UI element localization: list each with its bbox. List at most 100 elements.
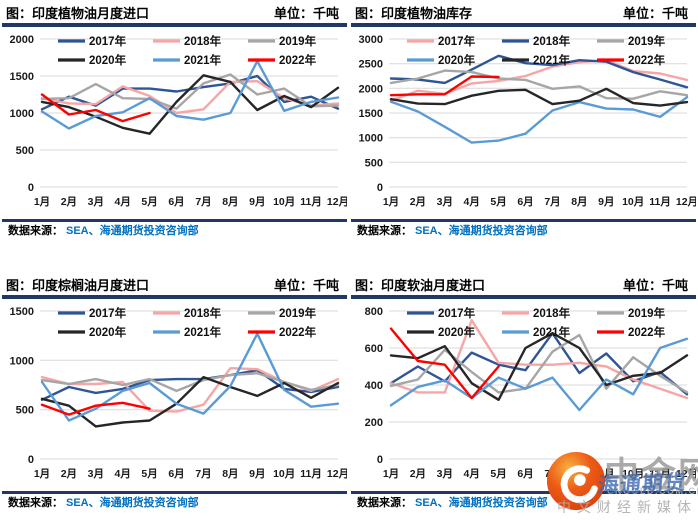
line-chart-soft-oil-imports: 0 200 400 600 800 1月 2月 3月 4月 5月 6月 7月 8月 9月 10月 11月 12月… xyxy=(365,306,696,480)
svg-text:9月: 9月 xyxy=(249,468,265,480)
unit-label: 单位：千吨 xyxy=(273,278,339,293)
svg-text:12月: 12月 xyxy=(676,196,696,208)
source-divider xyxy=(2,491,347,494)
panel-header: 图：印度植物油库存 单位：千吨 xyxy=(349,2,698,22)
source-prefix: 数据来源： xyxy=(357,225,412,237)
source-row: 数据来源： SEA、海通期货投资咨询部 xyxy=(349,222,698,239)
title-divider xyxy=(351,295,696,299)
svg-text:6月: 6月 xyxy=(168,468,184,480)
svg-text:1月: 1月 xyxy=(34,468,50,480)
svg-text:7月: 7月 xyxy=(195,196,211,208)
source-text: SEA、海通期货投资咨询部 xyxy=(415,225,548,237)
svg-text:6月: 6月 xyxy=(517,468,533,480)
svg-text:1月: 1月 xyxy=(383,468,399,480)
svg-text:10月: 10月 xyxy=(622,468,644,480)
svg-text:1000: 1000 xyxy=(10,355,34,367)
svg-text:2017年: 2017年 xyxy=(89,34,127,48)
panel-header: 图：印度棕榈油月度进口 单位：千吨 xyxy=(0,274,349,294)
source-text: SEA、海通期货投资咨询部 xyxy=(66,497,199,509)
source-row: 数据来源： SEA、海通期货投资咨询部 xyxy=(349,494,698,511)
svg-text:5月: 5月 xyxy=(490,196,506,208)
source-prefix: 数据来源： xyxy=(8,497,63,509)
svg-text:1000: 1000 xyxy=(359,133,383,145)
source-row: 数据来源： SEA、海通期货投资咨询部 xyxy=(0,494,349,511)
svg-text:10月: 10月 xyxy=(622,196,644,208)
svg-text:2018年: 2018年 xyxy=(533,34,571,48)
svg-text:5月: 5月 xyxy=(141,468,157,480)
svg-text:7月: 7月 xyxy=(544,196,560,208)
svg-text:2000: 2000 xyxy=(10,34,34,46)
svg-text:9月: 9月 xyxy=(249,196,265,208)
source-divider xyxy=(351,219,696,222)
svg-text:5月: 5月 xyxy=(490,468,506,480)
svg-text:7月: 7月 xyxy=(544,468,560,480)
svg-text:11月: 11月 xyxy=(649,468,671,480)
svg-text:1500: 1500 xyxy=(10,306,34,318)
source-prefix: 数据来源： xyxy=(8,225,63,237)
svg-text:2000: 2000 xyxy=(359,83,383,95)
svg-text:0: 0 xyxy=(377,182,383,194)
source-divider xyxy=(2,219,347,222)
svg-text:3月: 3月 xyxy=(88,196,104,208)
svg-text:2018年: 2018年 xyxy=(533,306,571,320)
svg-text:2月: 2月 xyxy=(61,196,77,208)
unit-label: 单位：千吨 xyxy=(622,6,688,21)
svg-text:500: 500 xyxy=(365,157,383,169)
svg-text:10月: 10月 xyxy=(273,196,295,208)
svg-text:3月: 3月 xyxy=(437,468,453,480)
svg-text:8月: 8月 xyxy=(222,196,238,208)
chart-title: 图：印度软油月度进口 xyxy=(355,278,486,293)
svg-text:11月: 11月 xyxy=(649,196,671,208)
svg-text:6月: 6月 xyxy=(517,196,533,208)
svg-text:2月: 2月 xyxy=(410,468,426,480)
svg-text:0: 0 xyxy=(377,454,383,466)
svg-text:4月: 4月 xyxy=(464,196,480,208)
svg-text:2017年: 2017年 xyxy=(438,306,476,320)
title-divider xyxy=(2,295,347,299)
svg-text:9月: 9月 xyxy=(598,196,614,208)
source-text: SEA、海通期货投资咨询部 xyxy=(66,225,199,237)
panel-veg-oil-imports: 图：印度植物油月度进口 单位：千吨 0 500 1000 1500 2000 1月 2月 3月… xyxy=(0,2,349,248)
svg-text:4月: 4月 xyxy=(464,468,480,480)
svg-text:11月: 11月 xyxy=(300,468,322,480)
svg-text:2019年: 2019年 xyxy=(628,306,666,320)
svg-text:500: 500 xyxy=(16,405,34,417)
svg-text:2020年: 2020年 xyxy=(89,325,127,339)
svg-text:2021年: 2021年 xyxy=(184,53,222,67)
svg-text:5月: 5月 xyxy=(141,196,157,208)
svg-text:2019年: 2019年 xyxy=(628,34,666,48)
svg-text:400: 400 xyxy=(365,380,383,392)
svg-text:1500: 1500 xyxy=(10,71,34,83)
svg-text:2022年: 2022年 xyxy=(279,325,317,339)
chart-title: 图：印度棕榈油月度进口 xyxy=(6,278,150,293)
svg-text:0: 0 xyxy=(28,454,34,466)
unit-label: 单位：千吨 xyxy=(273,6,339,21)
svg-text:2020年: 2020年 xyxy=(89,53,127,67)
svg-text:12月: 12月 xyxy=(327,468,347,480)
svg-text:2019年: 2019年 xyxy=(279,34,317,48)
svg-text:7月: 7月 xyxy=(195,468,211,480)
svg-text:2022年: 2022年 xyxy=(628,325,666,339)
title-divider xyxy=(2,23,347,27)
svg-text:2月: 2月 xyxy=(410,196,426,208)
svg-text:800: 800 xyxy=(365,306,383,318)
svg-text:0: 0 xyxy=(28,182,34,194)
svg-text:2月: 2月 xyxy=(61,468,77,480)
source-text: SEA、海通期货投资咨询部 xyxy=(415,497,548,509)
panel-veg-oil-stocks: 图：印度植物油库存 单位：千吨 0 500 1000 1500 2000 2500 3000… xyxy=(349,2,698,248)
svg-text:2021年: 2021年 xyxy=(184,325,222,339)
svg-text:600: 600 xyxy=(365,343,383,355)
svg-text:2022年: 2022年 xyxy=(628,53,666,67)
svg-text:3月: 3月 xyxy=(88,468,104,480)
panel-palm-oil-imports: 图：印度棕榈油月度进口 单位：千吨 0 500 1000 1500 1月 2月 3月 4月 5月… xyxy=(0,274,349,520)
svg-text:1000: 1000 xyxy=(10,108,34,120)
svg-text:2500: 2500 xyxy=(359,59,383,71)
source-prefix: 数据来源： xyxy=(357,497,412,509)
svg-text:2018年: 2018年 xyxy=(184,34,222,48)
svg-text:6月: 6月 xyxy=(168,196,184,208)
unit-label: 单位：千吨 xyxy=(622,278,688,293)
svg-text:1月: 1月 xyxy=(383,196,399,208)
svg-text:12月: 12月 xyxy=(327,196,347,208)
svg-text:2017年: 2017年 xyxy=(438,34,476,48)
